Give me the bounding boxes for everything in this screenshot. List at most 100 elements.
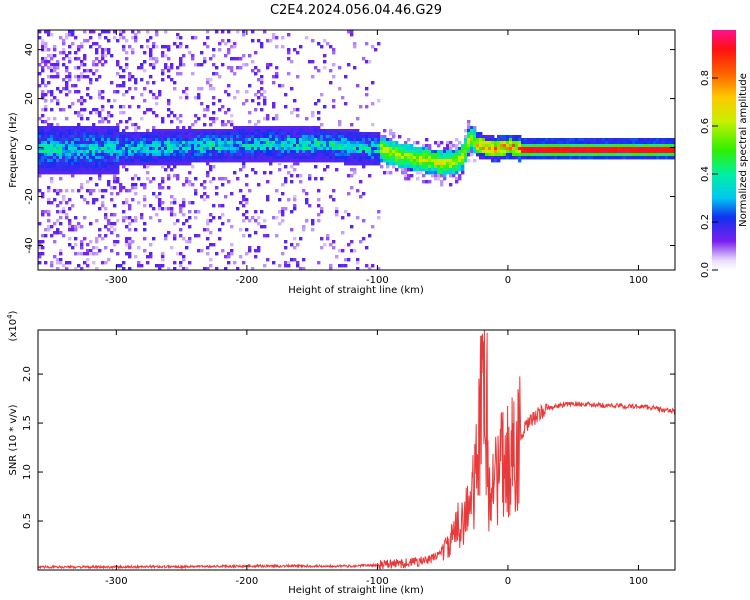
spectrogram-cell	[116, 156, 120, 160]
spectrogram-cell	[53, 141, 57, 145]
spectrogram-cell	[167, 69, 171, 73]
spectrogram-cell	[44, 42, 48, 46]
spectrogram-cell	[446, 162, 450, 166]
spectrogram-cell	[344, 141, 348, 145]
spectrogram-cell	[80, 45, 84, 49]
spectrogram-cell	[245, 63, 249, 67]
spectrogram-cell	[110, 54, 114, 58]
spectrogram-cell	[341, 138, 345, 142]
spectrogram-cell	[203, 159, 207, 163]
spectrogram-cell	[395, 168, 399, 172]
spectrogram-cell	[230, 150, 234, 154]
spectrogram-cell	[659, 138, 663, 142]
spectrogram-cell	[278, 156, 282, 160]
spectrogram-cell	[386, 153, 390, 157]
spectrogram-cell	[665, 144, 669, 148]
spectrogram-cell	[173, 165, 177, 169]
spectrogram-cell	[74, 252, 78, 256]
spectrogram-cell	[68, 207, 72, 211]
spectrogram-cell	[203, 108, 207, 112]
spectrogram-cell	[470, 147, 474, 151]
spectrogram-cell	[188, 135, 192, 139]
spectrogram-cell	[56, 231, 60, 235]
spectrogram-cell	[53, 138, 57, 142]
spectrogram-cell	[212, 48, 216, 52]
spectrogram-cell	[362, 144, 366, 148]
spectrogram-cell	[281, 207, 285, 211]
spectrogram-cell	[179, 261, 183, 265]
spectrogram-cell	[182, 258, 186, 262]
spectrogram-cell	[83, 63, 87, 67]
spectrogram-cell	[209, 150, 213, 154]
spectrogram-cell	[122, 165, 126, 169]
spectrogram-cell	[290, 156, 294, 160]
spectrogram-cell	[44, 171, 48, 175]
spectrogram-cell	[311, 75, 315, 79]
spectrogram-cell	[188, 201, 192, 205]
spectrogram-cell	[302, 138, 306, 142]
spectrogram-cell	[467, 159, 471, 163]
spectrogram-cell	[110, 225, 114, 229]
spectrogram-cell	[113, 228, 117, 232]
spectrogram-cell	[359, 135, 363, 139]
spectrogram-cell	[611, 141, 615, 145]
spectrogram-cell	[164, 144, 168, 148]
spectrogram-cell	[311, 141, 315, 145]
spectrogram-cell	[404, 141, 408, 145]
spectrogram-cell	[593, 141, 597, 145]
spectrogram-cell	[437, 156, 441, 160]
spectrogram-cell	[290, 150, 294, 154]
spectrogram-cell	[386, 138, 390, 142]
spectrogram-cell	[353, 138, 357, 142]
spectrogram-cell	[74, 267, 78, 270]
spectrogram-cell	[434, 153, 438, 157]
spectrogram-cell	[314, 102, 318, 106]
spectrogram-cell	[527, 147, 531, 151]
spectrogram-cell	[92, 246, 96, 250]
spectrogram-cell	[461, 171, 465, 175]
spectrogram-cell	[206, 222, 210, 226]
spectrogram-cell	[173, 141, 177, 145]
spectrogram-cell	[275, 114, 279, 118]
spectrogram-cell	[110, 198, 114, 202]
spectrogram-cell	[95, 78, 99, 82]
spectrogram-cell	[620, 153, 624, 157]
spectrogram-cell	[221, 105, 225, 109]
spectrogram-cell	[197, 234, 201, 238]
spectrogram-cell	[68, 138, 72, 142]
spectrogram-cell	[581, 138, 585, 142]
spectrogram-cell	[215, 150, 219, 154]
spectrogram-cell	[221, 183, 225, 187]
spectrogram-cell	[311, 156, 315, 160]
spectrogram-cell	[491, 156, 495, 160]
spectrogram-cell	[80, 252, 84, 256]
spectrogram-cell	[350, 138, 354, 142]
spectrogram-cell	[116, 177, 120, 181]
spectrogram-cell	[74, 129, 78, 133]
spectrogram-cell	[344, 132, 348, 136]
spectrogram-cell	[101, 51, 105, 55]
spectrogram-cell	[305, 117, 309, 121]
spectrogram-cell	[455, 153, 459, 157]
spectrogram-cell	[518, 153, 522, 157]
spectrogram-cell	[143, 186, 147, 190]
spectrogram-cell	[77, 48, 81, 52]
spectrogram-cell	[188, 225, 192, 229]
spectrogram-cell	[113, 90, 117, 94]
spectrogram-cell	[176, 252, 180, 256]
spectrogram-cell	[122, 159, 126, 163]
spectrogram-cell	[41, 90, 45, 94]
spectrogram-cell	[149, 48, 153, 52]
spectrogram-cell	[656, 141, 660, 145]
spectrogram-cell	[422, 165, 426, 169]
spectrogram-cell	[242, 213, 246, 217]
spectrogram-cell	[272, 159, 276, 163]
spectrogram-cell	[344, 147, 348, 151]
spectrogram-cell	[452, 168, 456, 172]
spectrogram-cell	[467, 135, 471, 139]
spectrogram-cell	[113, 147, 117, 151]
spectrogram-cell	[170, 201, 174, 205]
spectrogram-cell	[101, 96, 105, 100]
spectrogram-cell	[74, 57, 78, 61]
